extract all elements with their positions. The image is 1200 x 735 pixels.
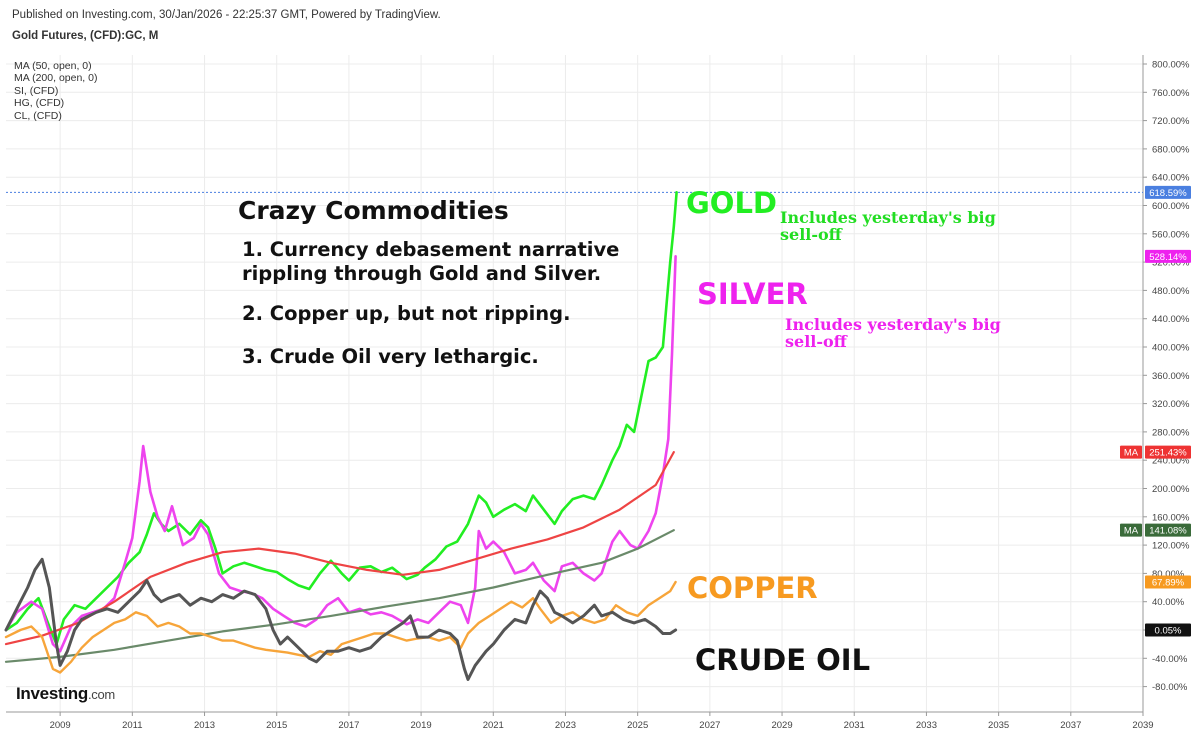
x-tick-label: 2029: [771, 720, 792, 731]
y-tick-label: 280.00%: [1152, 427, 1190, 438]
last-value-text: 67.89%: [1152, 577, 1185, 588]
annotation-note-3: 3. Crude Oil very lethargic.: [242, 345, 539, 368]
series-line-2: [4, 451, 675, 646]
silver-note: Includes yesterday's big sell-off: [785, 315, 1001, 351]
x-tick-label: 2023: [555, 720, 576, 731]
series-line-5: [4, 557, 678, 681]
chart-subtitle: Gold Futures, (CFD):GC, M: [12, 30, 159, 42]
series-layer: [4, 191, 678, 681]
y-tick-label: 200.00%: [1152, 484, 1190, 495]
y-tick-label: 640.00%: [1152, 173, 1190, 184]
y-tick-label: 400.00%: [1152, 343, 1190, 354]
legend-item[interactable]: SI, (CFD): [14, 84, 59, 97]
x-tick-label: 2033: [916, 720, 937, 731]
y-tick-label: 480.00%: [1152, 286, 1190, 297]
y-tick-label: -80.00%: [1152, 682, 1188, 693]
last-value-label: 0.05%: [1145, 623, 1191, 637]
published-line: Published on Investing.com, 30/Jan/2026 …: [12, 9, 441, 21]
y-tick-label: 40.00%: [1152, 597, 1185, 608]
y-tick-label: -40.00%: [1152, 654, 1188, 665]
ma-prefix-text: MA: [1124, 526, 1139, 537]
investing-logo[interactable]: Investing.com: [16, 684, 115, 704]
gold-note: Includes yesterday's big sell-off: [780, 208, 996, 244]
last-value-box: [1145, 249, 1191, 263]
ma-prefix-box: [1120, 445, 1142, 459]
x-tick-label: 2017: [338, 720, 359, 731]
last-value-label: 251.43% MA: [1120, 445, 1191, 459]
x-tick-label: 2013: [194, 720, 215, 731]
x-tick-label: 2011: [122, 720, 142, 731]
y-tick-label: 320.00%: [1152, 399, 1190, 410]
y-tick-label: 720.00%: [1152, 116, 1190, 127]
last-value-label: 141.08% MA: [1120, 523, 1191, 537]
y-tick-label: 160.00%: [1152, 512, 1190, 523]
y-tick-label: 80.00%: [1152, 569, 1185, 580]
x-tick-label: 2009: [50, 720, 71, 731]
annotation-title: Crazy Commodities: [238, 196, 509, 225]
y-tick-label: 800.00%: [1152, 60, 1190, 71]
last-value-box: [1145, 623, 1191, 637]
last-value-box: [1145, 445, 1191, 459]
last-value-text: 618.59%: [1149, 188, 1187, 199]
last-value-text: 528.14%: [1149, 252, 1187, 263]
legend-item[interactable]: CL, (CFD): [14, 109, 62, 122]
last-value-box: [1145, 185, 1191, 199]
y-tick-label: 680.00%: [1152, 144, 1190, 155]
gold-label: GOLD: [686, 186, 778, 220]
x-tick-labels: 2009 2011 2013 2015 2017 2019 2021 2023 2025 2027…: [50, 720, 1154, 731]
y-tick-label: 520.00%: [1152, 258, 1190, 269]
indicator-legend: MA (50, open, 0) MA (200, open, 0) SI, (…: [14, 60, 97, 122]
axes: [6, 55, 1147, 716]
annotation-note-1: 1. Currency debasement narrative ripplin…: [242, 238, 620, 285]
copper-label: COPPER: [687, 571, 818, 605]
ma-prefix-box: [1120, 523, 1142, 537]
ma-prefix-text: MA: [1124, 448, 1139, 459]
y-tick-label: 560.00%: [1152, 229, 1190, 240]
crude-oil-label: CRUDE OIL: [695, 643, 871, 677]
last-value-text: 251.43%: [1149, 448, 1187, 459]
series-line-4: [4, 580, 677, 674]
legend-item[interactable]: MA (50, open, 0): [14, 60, 92, 72]
x-tick-label: 2039: [1132, 720, 1153, 731]
y-tick-label: 440.00%: [1152, 314, 1190, 325]
last-value-box: [1145, 523, 1191, 537]
x-tick-label: 2021: [483, 720, 504, 731]
x-tick-label: 2019: [411, 720, 432, 731]
last-value-box: [1145, 575, 1191, 589]
legend-item[interactable]: MA (200, open, 0): [14, 72, 98, 85]
logo-suffix: .com: [87, 687, 115, 702]
y-tick-label: 240.00%: [1152, 456, 1190, 467]
last-value-label: 618.59%: [1145, 185, 1191, 199]
x-tick-label: 2025: [627, 720, 648, 731]
x-tick-label: 2037: [1060, 720, 1081, 731]
y-tick-label: 600.00%: [1152, 201, 1190, 212]
y-tick-label: 120.00%: [1152, 541, 1190, 552]
last-value-labels: 618.59% 528.14% 251.43% MA 141.08% MA 67.89% 0.…: [1120, 185, 1191, 637]
series-line-1: [4, 255, 677, 653]
last-value-text: 141.08%: [1149, 526, 1187, 537]
y-tick-label: 360.00%: [1152, 371, 1190, 382]
x-tick-label: 2015: [266, 720, 287, 731]
x-tick-label: 2027: [699, 720, 720, 731]
series-line-3: [4, 529, 675, 663]
silver-label: SILVER: [697, 277, 808, 311]
x-tick-label: 2035: [988, 720, 1009, 731]
x-tick-label: 2031: [844, 720, 865, 731]
y-tick-labels: -80.00%-40.00%0.00%40.00%80.00%120.00%16…: [1152, 60, 1190, 694]
last-value-label: 67.89%: [1145, 575, 1191, 589]
last-value-label: 528.14%: [1145, 249, 1191, 263]
annotation-note-2: 2. Copper up, but not ripping.: [242, 302, 571, 325]
logo-brand: Investing: [16, 684, 88, 703]
y-tick-label: 760.00%: [1152, 88, 1190, 99]
last-value-text: 0.05%: [1155, 625, 1182, 636]
legend-item[interactable]: HG, (CFD): [14, 97, 65, 110]
